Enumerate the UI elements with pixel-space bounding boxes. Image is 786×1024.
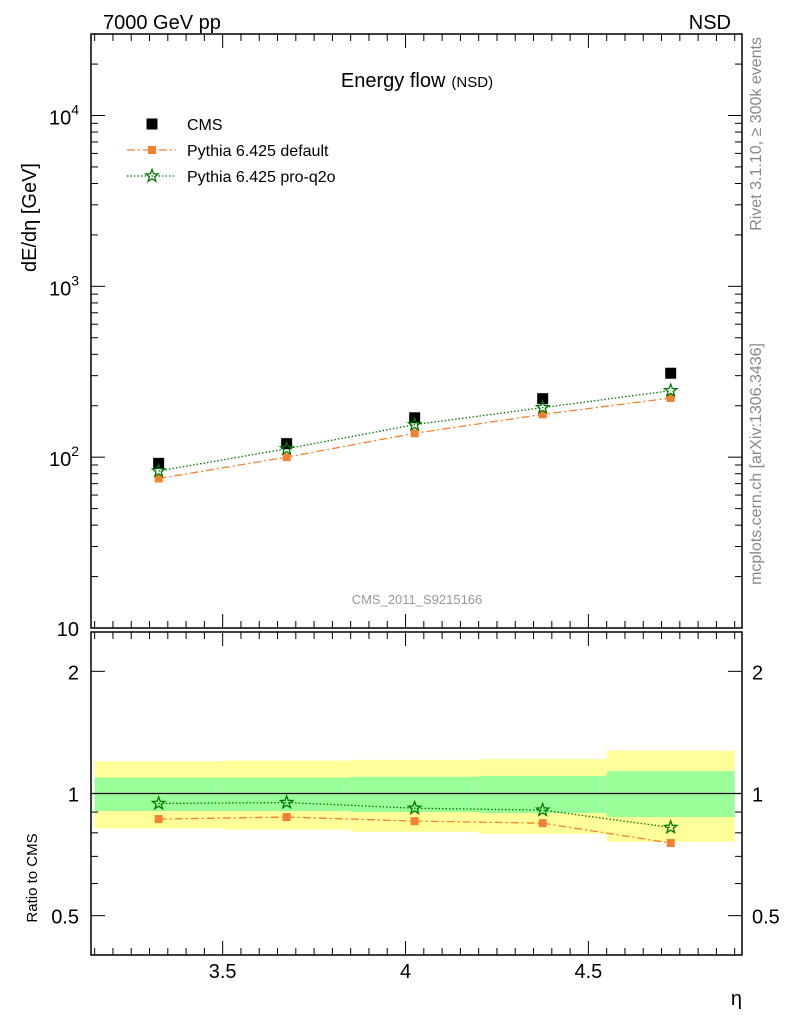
- ratio-ytick-label-right-1: 1: [752, 785, 763, 807]
- legend-marker-1: [148, 146, 156, 154]
- band-inner-3: [478, 775, 607, 814]
- legend-label-0: CMS: [187, 117, 223, 134]
- ratio-xtick-label-1: 4: [400, 961, 411, 983]
- text-labels: 7000 GeV pp NSD Energy flow (NSD) CMS_201…: [19, 12, 780, 1010]
- ratio-ytick-label-right-0: 0.5: [752, 907, 780, 929]
- ratio-point-0-3: [538, 819, 547, 828]
- main-point-2-1: [278, 440, 295, 456]
- main-ytick-label-0: 10: [57, 619, 79, 641]
- main-point-1-1: [282, 453, 291, 462]
- main-point-2-0: [150, 462, 167, 478]
- main-ytick-label-base: 10: [49, 278, 71, 300]
- ratio-xtick-label-0: 3.5: [209, 961, 237, 983]
- main-ytick-label-2: 103: [49, 272, 79, 300]
- ratio-point-0-0: [154, 815, 163, 824]
- main-ytick-label-exp: 4: [71, 102, 79, 118]
- rivet-label: Rivet 3.1.10, ≥ 300k events: [748, 37, 765, 231]
- legend-marker-2: [144, 167, 160, 183]
- ratio-xtick-label-2: 4.5: [574, 961, 602, 983]
- band-inner-2: [350, 776, 479, 813]
- main-frame: [90, 33, 743, 629]
- main-ytick-label-exp: 2: [71, 443, 79, 459]
- main-point-2-4: [662, 382, 679, 398]
- ratio-point-0-4: [666, 839, 675, 848]
- ratio-point-1-0: [150, 795, 167, 811]
- main-ytick-label-1: 102: [49, 443, 79, 471]
- ratio-ytick-label-left-1: 1: [68, 785, 79, 807]
- main-line-2: [158, 390, 671, 472]
- legend-label-1: Pythia 6.425 default: [187, 143, 329, 160]
- chart-title-main: Energy flow: [341, 70, 446, 92]
- chart-title: Energy flow (NSD): [341, 70, 493, 92]
- mcplots-label: mcplots.cern.ch [arXiv:1306.3436]: [748, 343, 765, 585]
- ratio-point-1-1: [278, 794, 295, 810]
- main-point-2-2: [406, 416, 423, 432]
- legend-marker-0: [146, 118, 158, 130]
- y-axis-label-ratio: Ratio to CMS: [24, 833, 41, 922]
- main-point-1-3: [538, 410, 547, 419]
- series-markers: [150, 367, 679, 848]
- main-point-0-3: [537, 393, 549, 405]
- legend-label-2: Pythia 6.425 pro-q2o: [187, 169, 336, 186]
- main-ytick-label-base: 10: [49, 449, 71, 471]
- ratio-point-1-2: [406, 799, 423, 815]
- main-point-1-2: [410, 429, 419, 438]
- main-ytick-label-exp: 3: [71, 272, 79, 288]
- header-left: 7000 GeV pp: [103, 12, 221, 34]
- legend: CMS Pythia 6.425 default Pythia 6.425 pro-…: [127, 117, 336, 186]
- main-point-1-0: [154, 474, 163, 483]
- main-point-2-3: [534, 399, 551, 415]
- ratio-line-1: [158, 801, 671, 829]
- main-line-1: [158, 397, 671, 480]
- ratio-ytick-label-left-0: 0.5: [51, 907, 79, 929]
- axis-ticks: [91, 33, 742, 956]
- chart-title-sub: (NSD): [451, 74, 493, 91]
- band-inner-4: [606, 771, 735, 818]
- x-axis-label: η: [731, 988, 742, 1010]
- main-point-0-4: [665, 367, 677, 379]
- header-right: NSD: [689, 12, 731, 34]
- watermark: CMS_2011_S9215166: [352, 592, 483, 607]
- ratio-point-0-1: [282, 813, 291, 822]
- main-ytick-label-base: 10: [49, 108, 71, 130]
- main-point-1-4: [666, 394, 675, 403]
- ratio-bands: [91, 750, 742, 842]
- ratio-ytick-label-right-2: 2: [752, 662, 763, 684]
- ratio-point-1-4: [662, 819, 679, 835]
- y-axis-label-main: dE/dη [GeV]: [19, 163, 41, 272]
- ratio-ytick-label-left-2: 2: [68, 662, 79, 684]
- ratio-point-1-3: [534, 801, 551, 817]
- main-ytick-label-3: 104: [49, 102, 79, 130]
- ratio-point-0-2: [410, 817, 419, 826]
